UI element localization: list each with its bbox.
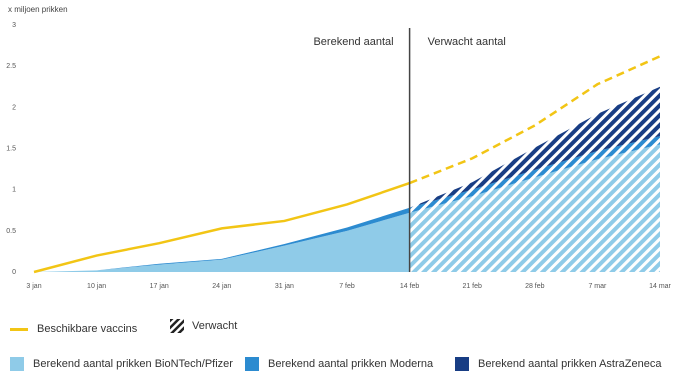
y-axis-unit-label: x miljoen prikken [8,5,68,14]
y-tick-label: 1 [12,187,16,194]
legend-label-available-vaccines: Beschikbare vaccins [37,323,138,335]
x-tick-label: 31 jan [275,283,294,290]
area-expected-moderna [409,136,660,213]
x-tick-label: 21 feb [462,283,482,290]
x-tick-label: 14 mar [649,283,671,290]
y-tick-label: 2 [12,104,16,111]
legend-label-moderna: Berekend aantal prikken Moderna [268,358,434,370]
x-tick-label: 7 mar [588,283,607,290]
x-tick-label: 28 feb [525,283,545,290]
area-calculated-pfizer [34,212,410,272]
phase-label-expected: Verwacht aantal [428,36,506,48]
legend-item-pfizer: Berekend aantal prikken BioNTech/Pfizer [10,357,233,371]
legend-dashed-line-swatch [10,327,28,331]
legend-item-expected: Verwacht [170,319,237,333]
legend-swatch-pfizer [10,357,24,371]
legend-hatch-swatch [170,319,184,333]
legend-item-moderna: Berekend aantal prikken Moderna [245,357,433,371]
y-tick-label: 0.5 [6,228,16,235]
line-available-vaccines-expected [409,55,661,185]
x-tick-label: 3 jan [26,283,41,290]
area-expected-pfizer [409,144,660,272]
legend-swatch-moderna [245,357,259,371]
area-calculated-moderna [34,207,410,272]
legend-item-astrazeneca: Berekend aantal prikken AstraZeneca [455,357,661,371]
line-available-vaccines-calculated [33,181,411,274]
y-tick-label: 0 [12,269,16,276]
y-tick-label: 3 [12,22,16,29]
legend-item-available-vaccines: Beschikbare vaccins [10,323,137,335]
y-tick-label: 2.5 [6,63,16,70]
y-tick-label: 1.5 [6,146,16,153]
x-tick-label: 24 jan [212,283,231,290]
x-tick-label: 14 feb [400,283,420,290]
vaccination-chart: x miljoen prikken 0 0.5 1 1.5 2 2.5 3 3 jan 10 … [6,5,671,290]
x-tick-label: 7 feb [339,283,355,290]
legend-swatch-astrazeneca [455,357,469,371]
x-tick-label: 17 jan [150,283,169,290]
legend-label-pfizer: Berekend aantal prikken BioNTech/Pfizer [33,358,233,370]
legend-label-astrazeneca: Berekend aantal prikken AstraZeneca [478,358,662,370]
phase-label-calculated: Berekend aantal [313,36,393,48]
area-expected-astrazeneca [409,86,660,208]
legend-label-expected: Verwacht [192,320,238,332]
x-tick-label: 10 jan [87,283,106,290]
